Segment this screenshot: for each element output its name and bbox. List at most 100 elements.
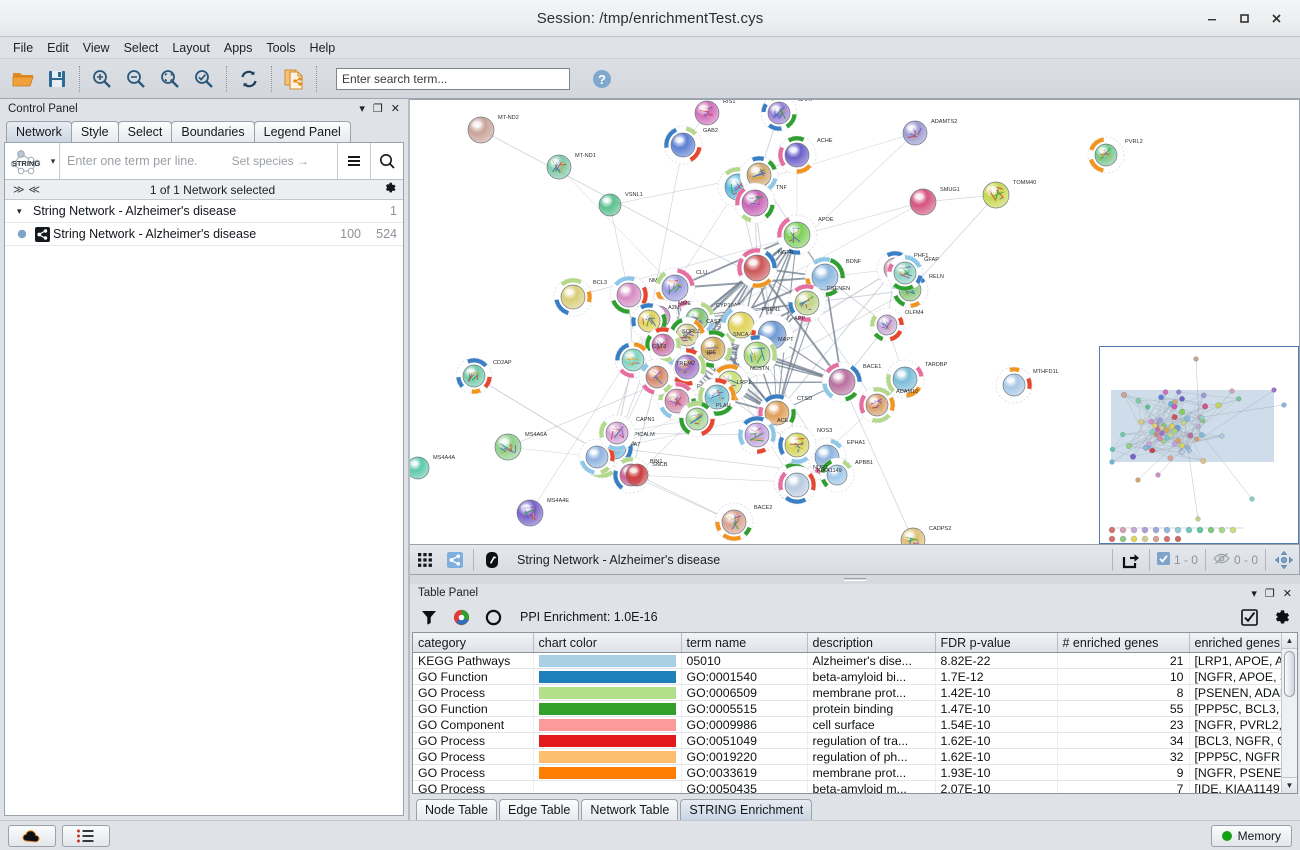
network-graph[interactable]: MT-ND2 MT-ND1 VSNL1 ADAMTS2 SMUG1 TOMM40 PVRL2… xyxy=(410,100,1298,544)
tab-network-table[interactable]: Network Table xyxy=(581,799,679,821)
birds-eye-navigate-icon[interactable] xyxy=(1269,546,1299,574)
network-node[interactable]: GSK3B xyxy=(578,438,635,476)
node-sphere[interactable] xyxy=(625,463,649,487)
column-header-enriched-genes[interactable]: enriched genes xyxy=(1189,632,1281,654)
node-sphere[interactable] xyxy=(794,290,820,316)
table-row[interactable]: KEGG Pathways 05010 Alzheimer's dise... 8.8… xyxy=(413,652,1281,670)
network-node[interactable]: SORL1 xyxy=(644,326,700,364)
node-sphere[interactable] xyxy=(410,456,430,480)
network-node[interactable]: MS4A4E xyxy=(516,498,569,527)
network-node[interactable]: MT-ND2 xyxy=(467,115,519,144)
memory-status-button[interactable]: Memory xyxy=(1210,824,1292,847)
network-node[interactable]: NME xyxy=(609,275,662,315)
zoom-out-icon[interactable] xyxy=(119,63,153,95)
birds-eye-navigator[interactable] xyxy=(1099,346,1299,544)
node-sphere[interactable] xyxy=(876,314,898,336)
menu-apps[interactable]: Apps xyxy=(223,40,253,55)
node-sphere[interactable] xyxy=(674,354,700,380)
table-row[interactable]: GO Process GO:0051049 regulation of tra...… xyxy=(413,732,1281,750)
table-panel-collapse-icon[interactable]: ▾ xyxy=(1251,587,1257,600)
network-node[interactable]: TOMM40 xyxy=(982,180,1036,209)
column-header-chart-color[interactable]: chart color xyxy=(533,632,682,654)
tab-edge-table[interactable]: Edge Table xyxy=(499,799,580,821)
network-node[interactable]: BACE1 xyxy=(821,361,881,403)
network-node[interactable]: CAPN1 xyxy=(598,414,655,452)
node-sphere[interactable] xyxy=(784,142,810,168)
network-node[interactable]: OLFM4 xyxy=(869,307,924,343)
hidden-nodes-counter[interactable]: 0 - 0 xyxy=(1209,552,1262,568)
table-row[interactable]: GO Process GO:0019220 regulation of ph... 1… xyxy=(413,748,1281,766)
node-sphere[interactable] xyxy=(1094,143,1118,167)
tab-select[interactable]: Select xyxy=(117,121,173,142)
network-node[interactable]: PSENEN xyxy=(787,283,850,323)
network-node[interactable]: CADPS2 xyxy=(900,526,951,544)
column-header-description[interactable]: description xyxy=(807,632,936,654)
grid-layout-icon[interactable] xyxy=(410,546,440,574)
node-sphere[interactable] xyxy=(743,254,771,282)
table-row[interactable]: GO Component GO:0009986 cell surface 1.54E-… xyxy=(413,716,1281,734)
node-sphere[interactable] xyxy=(721,509,747,535)
table-row[interactable]: GO Process GO:0050435 beta-amyloid m... 2.0… xyxy=(413,780,1281,794)
node-sphere[interactable] xyxy=(909,188,937,216)
export-network-icon[interactable] xyxy=(277,63,311,95)
collapse-all-icon[interactable]: ≫ xyxy=(13,184,25,196)
expand-all-icon[interactable]: ≪ xyxy=(28,184,41,196)
selected-nodes-counter[interactable]: 1 - 0 xyxy=(1153,551,1202,568)
table-row[interactable]: GO Process GO:0033619 membrane prot... 1.93… xyxy=(413,764,1281,782)
checkbox-checked-icon[interactable] xyxy=(1236,604,1262,630)
save-icon[interactable] xyxy=(40,63,74,95)
zoom-fit-network-icon[interactable] xyxy=(153,63,187,95)
string-search-icon[interactable] xyxy=(370,143,403,179)
table-vertical-scrollbar[interactable]: ▲ ▼ xyxy=(1281,632,1297,794)
control-panel-collapse-icon[interactable]: ▾ xyxy=(359,103,365,115)
tab-node-table[interactable]: Node Table xyxy=(416,799,498,821)
table-row[interactable]: GO Function GO:0001540 beta-amyloid bi... 1… xyxy=(413,668,1281,686)
network-node[interactable]: GAB2 xyxy=(663,125,718,165)
node-sphere[interactable] xyxy=(560,284,586,310)
horizontal-split-handle[interactable] xyxy=(410,575,1300,584)
control-panel-float-icon[interactable]: ❐ xyxy=(372,103,383,115)
network-view[interactable]: MT-ND2 MT-ND1 VSNL1 ADAMTS2 SMUG1 TOMM40 PVRL2… xyxy=(410,99,1300,545)
network-node[interactable]: ADAM10 xyxy=(858,386,918,424)
node-sphere[interactable] xyxy=(700,336,726,362)
menu-edit[interactable]: Edit xyxy=(47,40,69,55)
network-node[interactable]: VSNL1 xyxy=(598,192,643,217)
menu-tools[interactable]: Tools xyxy=(266,40,296,55)
scroll-up-arrow[interactable]: ▲ xyxy=(1282,632,1297,649)
network-group-row[interactable]: ▾ String Network - Alzheimer's disease 1 xyxy=(5,200,403,223)
network-node[interactable]: APBB1 xyxy=(819,457,873,493)
network-node[interactable]: ACHE xyxy=(777,135,833,175)
network-node[interactable]: CTSD xyxy=(757,393,812,433)
menu-layout[interactable]: Layout xyxy=(172,40,210,55)
node-sphere[interactable] xyxy=(1002,373,1026,397)
zoom-fit-selected-icon[interactable] xyxy=(187,63,221,95)
tab-string-enrichment[interactable]: STRING Enrichment xyxy=(680,799,813,821)
node-sphere[interactable] xyxy=(621,348,645,372)
tab-network[interactable]: Network xyxy=(6,121,72,142)
scroll-down-arrow[interactable]: ▼ xyxy=(1282,777,1297,794)
network-node[interactable]: BCL3 xyxy=(553,277,607,317)
tab-boundaries[interactable]: Boundaries xyxy=(171,121,255,142)
annotation-icon[interactable] xyxy=(477,546,507,574)
help-icon[interactable]: ? xyxy=(585,63,619,95)
string-options-icon[interactable] xyxy=(337,143,370,179)
network-canvas[interactable]: MT-ND2 MT-ND1 VSNL1 ADAMTS2 SMUG1 TOMM40 PVRL2… xyxy=(410,100,1299,544)
network-node[interactable]: MT-ND1 xyxy=(546,153,596,180)
network-node[interactable]: BDNF xyxy=(804,256,862,298)
node-sphere[interactable] xyxy=(784,472,810,498)
network-node[interactable]: NOS3 xyxy=(777,425,832,465)
column-header-term-name[interactable]: term name xyxy=(681,632,808,654)
network-node[interactable]: NGFR xyxy=(736,247,794,289)
ring-icon[interactable] xyxy=(480,604,506,630)
export-image-icon[interactable] xyxy=(1116,546,1146,574)
node-sphere[interactable] xyxy=(828,368,856,396)
scroll-track[interactable] xyxy=(1282,649,1297,777)
network-node[interactable]: ACE xyxy=(737,415,789,455)
table-row[interactable]: GO Function GO:0005515 protein binding 1.47… xyxy=(413,700,1281,718)
node-sphere[interactable] xyxy=(783,221,811,249)
node-sphere[interactable] xyxy=(616,282,642,308)
node-sphere[interactable] xyxy=(546,154,572,180)
network-node[interactable]: TREM2 xyxy=(638,358,695,396)
tab-legend-panel[interactable]: Legend Panel xyxy=(253,121,351,142)
node-sphere[interactable] xyxy=(744,422,770,448)
